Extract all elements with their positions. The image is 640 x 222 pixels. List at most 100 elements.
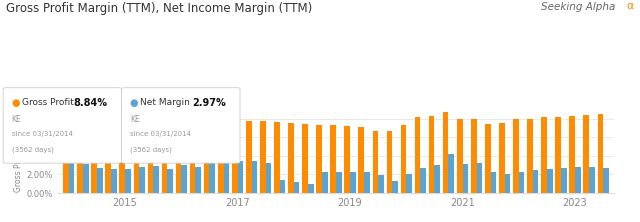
Bar xyxy=(477,163,482,193)
Bar xyxy=(111,169,116,193)
Bar xyxy=(603,168,609,193)
Bar xyxy=(443,112,449,193)
Bar xyxy=(556,117,561,193)
Bar xyxy=(378,175,384,193)
Bar xyxy=(541,117,547,193)
Bar xyxy=(176,119,181,193)
Bar xyxy=(104,132,108,155)
Bar xyxy=(252,161,257,193)
Text: since 03/31/2014: since 03/31/2014 xyxy=(130,131,191,137)
Bar xyxy=(533,170,538,193)
Bar xyxy=(266,163,271,193)
Bar xyxy=(274,122,280,193)
Text: 2.97%: 2.97% xyxy=(192,98,226,108)
Text: Seeking Alpha: Seeking Alpha xyxy=(541,2,615,12)
Text: Net Margin: Net Margin xyxy=(140,98,190,107)
Bar xyxy=(223,161,229,193)
Bar xyxy=(209,163,215,193)
Bar xyxy=(222,132,226,155)
Bar xyxy=(97,168,102,193)
Bar xyxy=(302,124,308,193)
Bar xyxy=(505,174,510,193)
Bar xyxy=(485,124,491,193)
Bar xyxy=(471,119,477,193)
Text: ●: ● xyxy=(12,98,20,108)
Bar xyxy=(92,117,97,193)
Text: KE: KE xyxy=(130,115,140,125)
Bar xyxy=(153,166,159,193)
Bar xyxy=(364,172,370,193)
Bar xyxy=(260,121,266,193)
Bar xyxy=(83,164,88,193)
Bar xyxy=(162,118,167,193)
Bar xyxy=(570,116,575,193)
Text: KE: KE xyxy=(12,115,21,125)
Text: Gross Profit: Gross Profit xyxy=(22,98,74,107)
Bar xyxy=(401,125,406,193)
Bar xyxy=(209,146,213,155)
Bar xyxy=(106,115,111,193)
Bar xyxy=(350,172,356,193)
Text: ●: ● xyxy=(130,98,138,108)
Bar xyxy=(216,139,220,155)
Bar xyxy=(316,125,322,193)
Text: (3562 days): (3562 days) xyxy=(130,147,172,153)
Bar xyxy=(204,123,209,193)
Bar xyxy=(237,161,243,193)
Bar xyxy=(499,123,505,193)
Bar xyxy=(420,168,426,193)
Bar xyxy=(449,154,454,193)
Bar xyxy=(246,121,252,193)
Bar xyxy=(575,167,580,193)
Bar xyxy=(63,120,69,193)
Bar xyxy=(181,165,187,193)
Bar xyxy=(134,115,139,193)
Bar xyxy=(308,184,314,193)
Bar xyxy=(139,167,145,193)
Bar xyxy=(120,115,125,193)
Bar xyxy=(387,131,392,193)
Bar xyxy=(218,121,223,193)
Bar xyxy=(589,167,595,193)
Bar xyxy=(406,174,412,193)
Bar xyxy=(167,169,173,193)
Bar xyxy=(561,168,566,193)
Text: Gross Profit Margin (TTM), Net Income Margin (TTM): Gross Profit Margin (TTM), Net Income Ma… xyxy=(6,2,313,15)
Bar xyxy=(77,119,83,193)
Bar xyxy=(527,119,533,193)
Bar xyxy=(358,127,364,193)
Bar xyxy=(280,180,285,193)
Bar xyxy=(463,164,468,193)
Text: α: α xyxy=(626,1,634,11)
Bar xyxy=(457,119,463,193)
Bar xyxy=(392,181,398,193)
Text: (3562 days): (3562 days) xyxy=(12,147,53,153)
Bar xyxy=(547,169,552,193)
Text: 8.84%: 8.84% xyxy=(74,98,108,108)
Bar xyxy=(435,165,440,193)
Bar xyxy=(125,169,131,193)
Bar xyxy=(372,131,378,193)
Bar xyxy=(598,114,603,193)
Y-axis label: Gross Profit, Net Margin: Gross Profit, Net Margin xyxy=(15,101,24,192)
Bar xyxy=(97,139,101,155)
Bar xyxy=(91,146,95,155)
Bar xyxy=(513,119,519,193)
Bar xyxy=(322,172,328,193)
Text: since 03/31/2014: since 03/31/2014 xyxy=(12,131,72,137)
Bar xyxy=(491,172,496,193)
Bar xyxy=(344,126,350,193)
Bar xyxy=(288,123,294,193)
Bar xyxy=(584,115,589,193)
Bar xyxy=(232,120,237,193)
Bar xyxy=(294,182,300,193)
Bar xyxy=(195,167,201,193)
Bar xyxy=(429,116,435,193)
Bar xyxy=(190,124,195,193)
Bar xyxy=(415,117,420,193)
Bar xyxy=(519,172,524,193)
Bar xyxy=(69,162,74,193)
Bar xyxy=(336,172,342,193)
Bar xyxy=(330,125,336,193)
Bar xyxy=(148,117,153,193)
